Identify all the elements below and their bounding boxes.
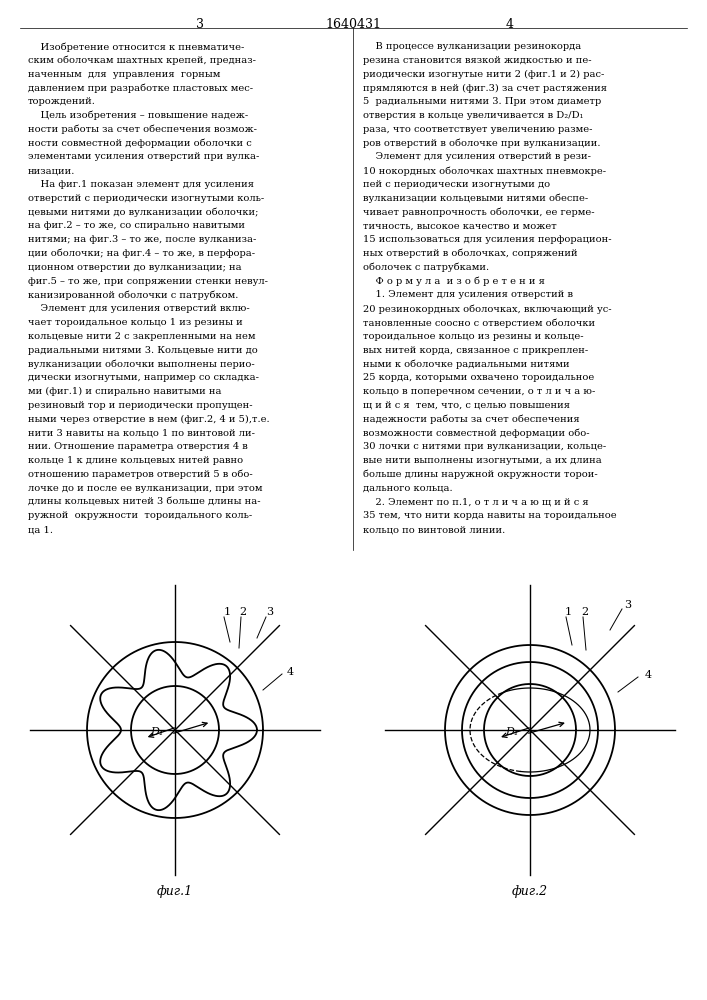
Text: 3: 3 <box>196 18 204 31</box>
Text: дального кольца.: дального кольца. <box>363 484 452 493</box>
Text: D₁: D₁ <box>151 727 164 737</box>
Text: Элемент для усиления отверстий вклю-: Элемент для усиления отверстий вклю- <box>28 304 250 313</box>
Text: 3: 3 <box>624 600 631 610</box>
Text: 15 использоваться для усиления перфорацион-: 15 использоваться для усиления перфораци… <box>363 235 612 244</box>
Text: надежности работы за счет обеспечения: надежности работы за счет обеспечения <box>363 415 580 424</box>
Text: нитями; на фиг.3 – то же, после вулканиза-: нитями; на фиг.3 – то же, после вулканиз… <box>28 235 257 244</box>
Text: ца 1.: ца 1. <box>28 525 53 534</box>
Text: давлением при разработке пластовых мес-: давлением при разработке пластовых мес- <box>28 83 253 93</box>
Text: ности совместной деформации оболочки с: ности совместной деформации оболочки с <box>28 139 252 148</box>
Text: элементами усиления отверстий при вулка-: элементами усиления отверстий при вулка- <box>28 152 259 161</box>
Text: больше длины наружной окружности торои-: больше длины наружной окружности торои- <box>363 470 597 479</box>
Text: ности работы за счет обеспечения возмож-: ности работы за счет обеспечения возмож- <box>28 125 257 134</box>
Text: 1: 1 <box>564 607 571 617</box>
Text: на фиг.2 – то же, со спирально навитыми: на фиг.2 – то же, со спирально навитыми <box>28 221 245 230</box>
Text: вые нити выполнены изогнутыми, а их длина: вые нити выполнены изогнутыми, а их длин… <box>363 456 602 465</box>
Text: кольцо по винтовой линии.: кольцо по винтовой линии. <box>363 525 506 534</box>
Text: нити 3 навиты на кольцо 1 по винтовой ли-: нити 3 навиты на кольцо 1 по винтовой ли… <box>28 428 255 437</box>
Text: 4: 4 <box>286 667 293 677</box>
Text: резина становится вязкой жидкостью и пе-: резина становится вязкой жидкостью и пе- <box>363 56 592 65</box>
Text: фиг.2: фиг.2 <box>512 885 548 898</box>
Text: ными через отверстие в нем (фиг.2, 4 и 5),т.е.: ными через отверстие в нем (фиг.2, 4 и 5… <box>28 415 269 424</box>
Text: 20 резинокордных оболочках, включающий ус-: 20 резинокордных оболочках, включающий у… <box>363 304 612 314</box>
Text: ции оболочки; на фиг.4 – то же, в перфора-: ции оболочки; на фиг.4 – то же, в перфор… <box>28 249 255 258</box>
Text: чает тороидальное кольцо 1 из резины и: чает тороидальное кольцо 1 из резины и <box>28 318 243 327</box>
Text: ров отверстий в оболочке при вулканизации.: ров отверстий в оболочке при вулканизаци… <box>363 139 600 148</box>
Text: канизированной оболочки с патрубком.: канизированной оболочки с патрубком. <box>28 290 238 300</box>
Text: наченным  для  управления  горным: наченным для управления горным <box>28 70 221 79</box>
Text: ными к оболочке радиальными нитями: ными к оболочке радиальными нитями <box>363 359 570 369</box>
Text: В процессе вулканизации резинокорда: В процессе вулканизации резинокорда <box>363 42 581 51</box>
Text: 5  радиальными нитями 3. При этом диаметр: 5 радиальными нитями 3. При этом диаметр <box>363 97 601 106</box>
Text: тичность, высокое качество и может: тичность, высокое качество и может <box>363 221 556 230</box>
Text: ми (фиг.1) и спирально навитыми на: ми (фиг.1) и спирально навитыми на <box>28 387 221 396</box>
Text: фиг.5 – то же, при сопряжении стенки невул-: фиг.5 – то же, при сопряжении стенки нев… <box>28 277 268 286</box>
Text: возможности совместной деформации обо-: возможности совместной деформации обо- <box>363 428 590 438</box>
Text: D₁: D₁ <box>506 727 519 737</box>
Text: Ф о р м у л а  и з о б р е т е н и я: Ф о р м у л а и з о б р е т е н и я <box>363 277 545 286</box>
Text: отверстий с периодически изогнутыми коль-: отверстий с периодически изогнутыми коль… <box>28 194 264 203</box>
Text: кольце 1 к длине кольцевых нитей равно: кольце 1 к длине кольцевых нитей равно <box>28 456 243 465</box>
Text: риодически изогнутые нити 2 (фиг.1 и 2) рас-: риодически изогнутые нити 2 (фиг.1 и 2) … <box>363 70 604 79</box>
Text: оболочек с патрубками.: оболочек с патрубками. <box>363 263 489 272</box>
Text: нии. Отношение параметра отверстия 4 в: нии. Отношение параметра отверстия 4 в <box>28 442 247 451</box>
Text: Элемент для усиления отверстий в рези-: Элемент для усиления отверстий в рези- <box>363 152 591 161</box>
Text: торождений.: торождений. <box>28 97 96 106</box>
Text: резиновый тор и периодически пропущен-: резиновый тор и периодически пропущен- <box>28 401 252 410</box>
Text: цевыми нитями до вулканизации оболочки;: цевыми нитями до вулканизации оболочки; <box>28 208 258 217</box>
Text: тановленные соосно с отверстием оболочки: тановленные соосно с отверстием оболочки <box>363 318 595 328</box>
Text: прямляются в ней (фиг.3) за счет растяжения: прямляются в ней (фиг.3) за счет растяже… <box>363 83 607 93</box>
Text: отверстия в кольце увеличивается в D₂/D₁: отверстия в кольце увеличивается в D₂/D₁ <box>363 111 583 120</box>
Text: 2: 2 <box>240 607 247 617</box>
Text: вых нитей корда, связанное с прикреплен-: вых нитей корда, связанное с прикреплен- <box>363 346 588 355</box>
Text: лочке до и после ее вулканизации, при этом: лочке до и после ее вулканизации, при эт… <box>28 484 262 493</box>
Text: 35 тем, что нити корда навиты на тороидальное: 35 тем, что нити корда навиты на тороида… <box>363 511 617 520</box>
Text: 1. Элемент для усиления отверстий в: 1. Элемент для усиления отверстий в <box>363 290 573 299</box>
Text: длины кольцевых нитей 3 больше длины на-: длины кольцевых нитей 3 больше длины на- <box>28 497 261 506</box>
Text: кольцо в поперечном сечении, о т л и ч а ю-: кольцо в поперечном сечении, о т л и ч а… <box>363 387 595 396</box>
Text: Изобретение относится к пневматиче-: Изобретение относится к пневматиче- <box>28 42 245 51</box>
Text: вулканизации оболочки выполнены перио-: вулканизации оболочки выполнены перио- <box>28 359 255 369</box>
Text: ционном отверстии до вулканизации; на: ционном отверстии до вулканизации; на <box>28 263 242 272</box>
Text: ных отверстий в оболочках, сопряжений: ных отверстий в оболочках, сопряжений <box>363 249 578 258</box>
Text: ружной  окружности  тороидального коль-: ружной окружности тороидального коль- <box>28 511 252 520</box>
Text: фиг.1: фиг.1 <box>157 885 193 898</box>
Text: дически изогнутыми, например со складка-: дически изогнутыми, например со складка- <box>28 373 259 382</box>
Text: отношению параметров отверстий 5 в обо-: отношению параметров отверстий 5 в обо- <box>28 470 252 479</box>
Text: Цель изобретения – повышение надеж-: Цель изобретения – повышение надеж- <box>28 111 248 120</box>
Text: тороидальное кольцо из резины и кольце-: тороидальное кольцо из резины и кольце- <box>363 332 583 341</box>
Text: На фиг.1 показан элемент для усиления: На фиг.1 показан элемент для усиления <box>28 180 254 189</box>
Text: 1: 1 <box>223 607 230 617</box>
Text: 25 корда, которыми охвачено тороидальное: 25 корда, которыми охвачено тороидальное <box>363 373 595 382</box>
Text: 10 нокордных оболочках шахтных пневмокре-: 10 нокордных оболочках шахтных пневмокре… <box>363 166 606 176</box>
Text: 4: 4 <box>645 670 652 680</box>
Text: ским оболочкам шахтных крепей, предназ-: ским оболочкам шахтных крепей, предназ- <box>28 56 256 65</box>
Text: раза, что соответствует увеличению разме-: раза, что соответствует увеличению разме… <box>363 125 592 134</box>
Text: радиальными нитями 3. Кольцевые нити до: радиальными нитями 3. Кольцевые нити до <box>28 346 258 355</box>
Text: 30 лочки с нитями при вулканизации, кольце-: 30 лочки с нитями при вулканизации, коль… <box>363 442 606 451</box>
Text: 3: 3 <box>267 607 274 617</box>
Text: 2: 2 <box>581 607 588 617</box>
Text: 4: 4 <box>506 18 514 31</box>
Text: вулканизации кольцевыми нитями обеспе-: вулканизации кольцевыми нитями обеспе- <box>363 194 588 203</box>
Text: пей с периодически изогнутыми до: пей с периодически изогнутыми до <box>363 180 550 189</box>
Text: низации.: низации. <box>28 166 76 175</box>
Text: 1640431: 1640431 <box>325 18 381 31</box>
Text: чивает равнопрочность оболочки, ее герме-: чивает равнопрочность оболочки, ее герме… <box>363 208 595 217</box>
Text: щ и й с я  тем, что, с целью повышения: щ и й с я тем, что, с целью повышения <box>363 401 570 410</box>
Text: кольцевые нити 2 с закрепленными на нем: кольцевые нити 2 с закрепленными на нем <box>28 332 255 341</box>
Text: 2. Элемент по п.1, о т л и ч а ю щ и й с я: 2. Элемент по п.1, о т л и ч а ю щ и й с… <box>363 497 589 506</box>
